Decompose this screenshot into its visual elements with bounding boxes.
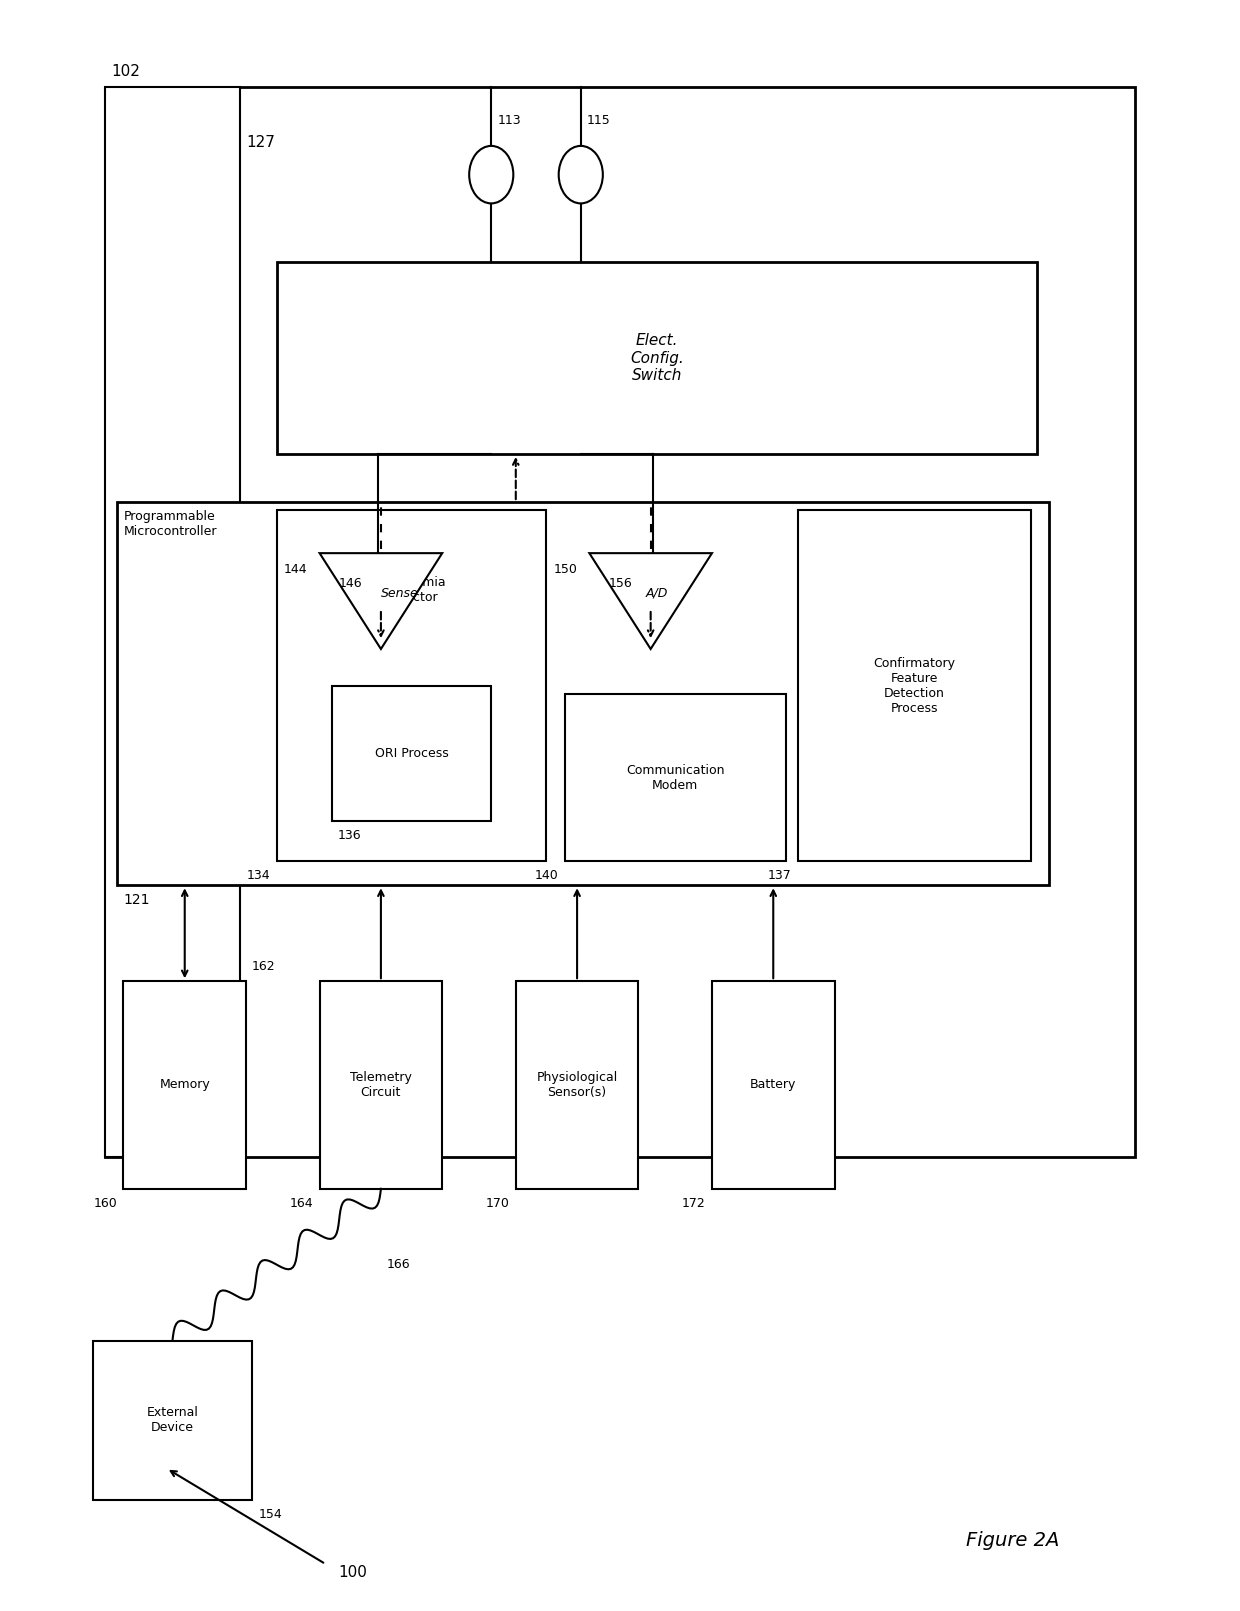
FancyBboxPatch shape bbox=[797, 511, 1030, 862]
Text: 100: 100 bbox=[339, 1564, 367, 1580]
Circle shape bbox=[559, 147, 603, 203]
Text: 121: 121 bbox=[124, 894, 150, 907]
FancyBboxPatch shape bbox=[105, 87, 239, 1157]
Text: Confirmatory
Feature
Detection
Process: Confirmatory Feature Detection Process bbox=[873, 657, 955, 715]
Text: Elect.
Config.
Switch: Elect. Config. Switch bbox=[630, 333, 683, 383]
Polygon shape bbox=[589, 553, 712, 649]
Text: 156: 156 bbox=[609, 577, 632, 590]
Text: A/D: A/D bbox=[646, 586, 668, 599]
Text: ORI Process: ORI Process bbox=[374, 748, 449, 760]
FancyBboxPatch shape bbox=[93, 1340, 252, 1500]
Text: 102: 102 bbox=[112, 64, 140, 79]
Text: Communication
Modem: Communication Modem bbox=[626, 764, 724, 791]
Text: 137: 137 bbox=[768, 870, 791, 883]
Text: Sense: Sense bbox=[381, 586, 418, 599]
FancyBboxPatch shape bbox=[565, 694, 785, 862]
Text: 134: 134 bbox=[247, 870, 270, 883]
Text: 150: 150 bbox=[553, 562, 577, 575]
FancyBboxPatch shape bbox=[277, 263, 1037, 454]
Text: 160: 160 bbox=[93, 1197, 118, 1210]
Text: 140: 140 bbox=[534, 870, 559, 883]
Text: 164: 164 bbox=[290, 1197, 314, 1210]
FancyBboxPatch shape bbox=[320, 981, 443, 1189]
Text: Memory: Memory bbox=[160, 1078, 210, 1092]
Circle shape bbox=[469, 147, 513, 203]
Text: 115: 115 bbox=[587, 114, 610, 127]
Text: 144: 144 bbox=[284, 562, 308, 575]
FancyBboxPatch shape bbox=[124, 981, 246, 1189]
Text: 154: 154 bbox=[258, 1508, 281, 1521]
FancyBboxPatch shape bbox=[332, 686, 491, 822]
Text: 172: 172 bbox=[682, 1197, 706, 1210]
Text: Battery: Battery bbox=[750, 1078, 796, 1092]
FancyBboxPatch shape bbox=[516, 981, 639, 1189]
Text: Programmable
Microcontroller: Programmable Microcontroller bbox=[124, 511, 217, 538]
Text: 170: 170 bbox=[486, 1197, 510, 1210]
Text: 166: 166 bbox=[387, 1258, 410, 1271]
Text: 127: 127 bbox=[246, 135, 275, 150]
Text: 146: 146 bbox=[339, 577, 362, 590]
Text: Figure 2A: Figure 2A bbox=[966, 1530, 1059, 1550]
Text: 162: 162 bbox=[252, 960, 275, 973]
Text: 113: 113 bbox=[497, 114, 521, 127]
Polygon shape bbox=[320, 553, 443, 649]
FancyBboxPatch shape bbox=[712, 981, 835, 1189]
FancyBboxPatch shape bbox=[105, 87, 1135, 1157]
Text: Physiological
Sensor(s): Physiological Sensor(s) bbox=[537, 1071, 618, 1099]
FancyBboxPatch shape bbox=[118, 503, 1049, 886]
Text: Arrhythmia
Detector: Arrhythmia Detector bbox=[377, 575, 446, 604]
FancyBboxPatch shape bbox=[277, 511, 547, 862]
Text: External
Device: External Device bbox=[146, 1406, 198, 1434]
Text: Telemetry
Circuit: Telemetry Circuit bbox=[350, 1071, 412, 1099]
Text: 136: 136 bbox=[339, 830, 362, 843]
